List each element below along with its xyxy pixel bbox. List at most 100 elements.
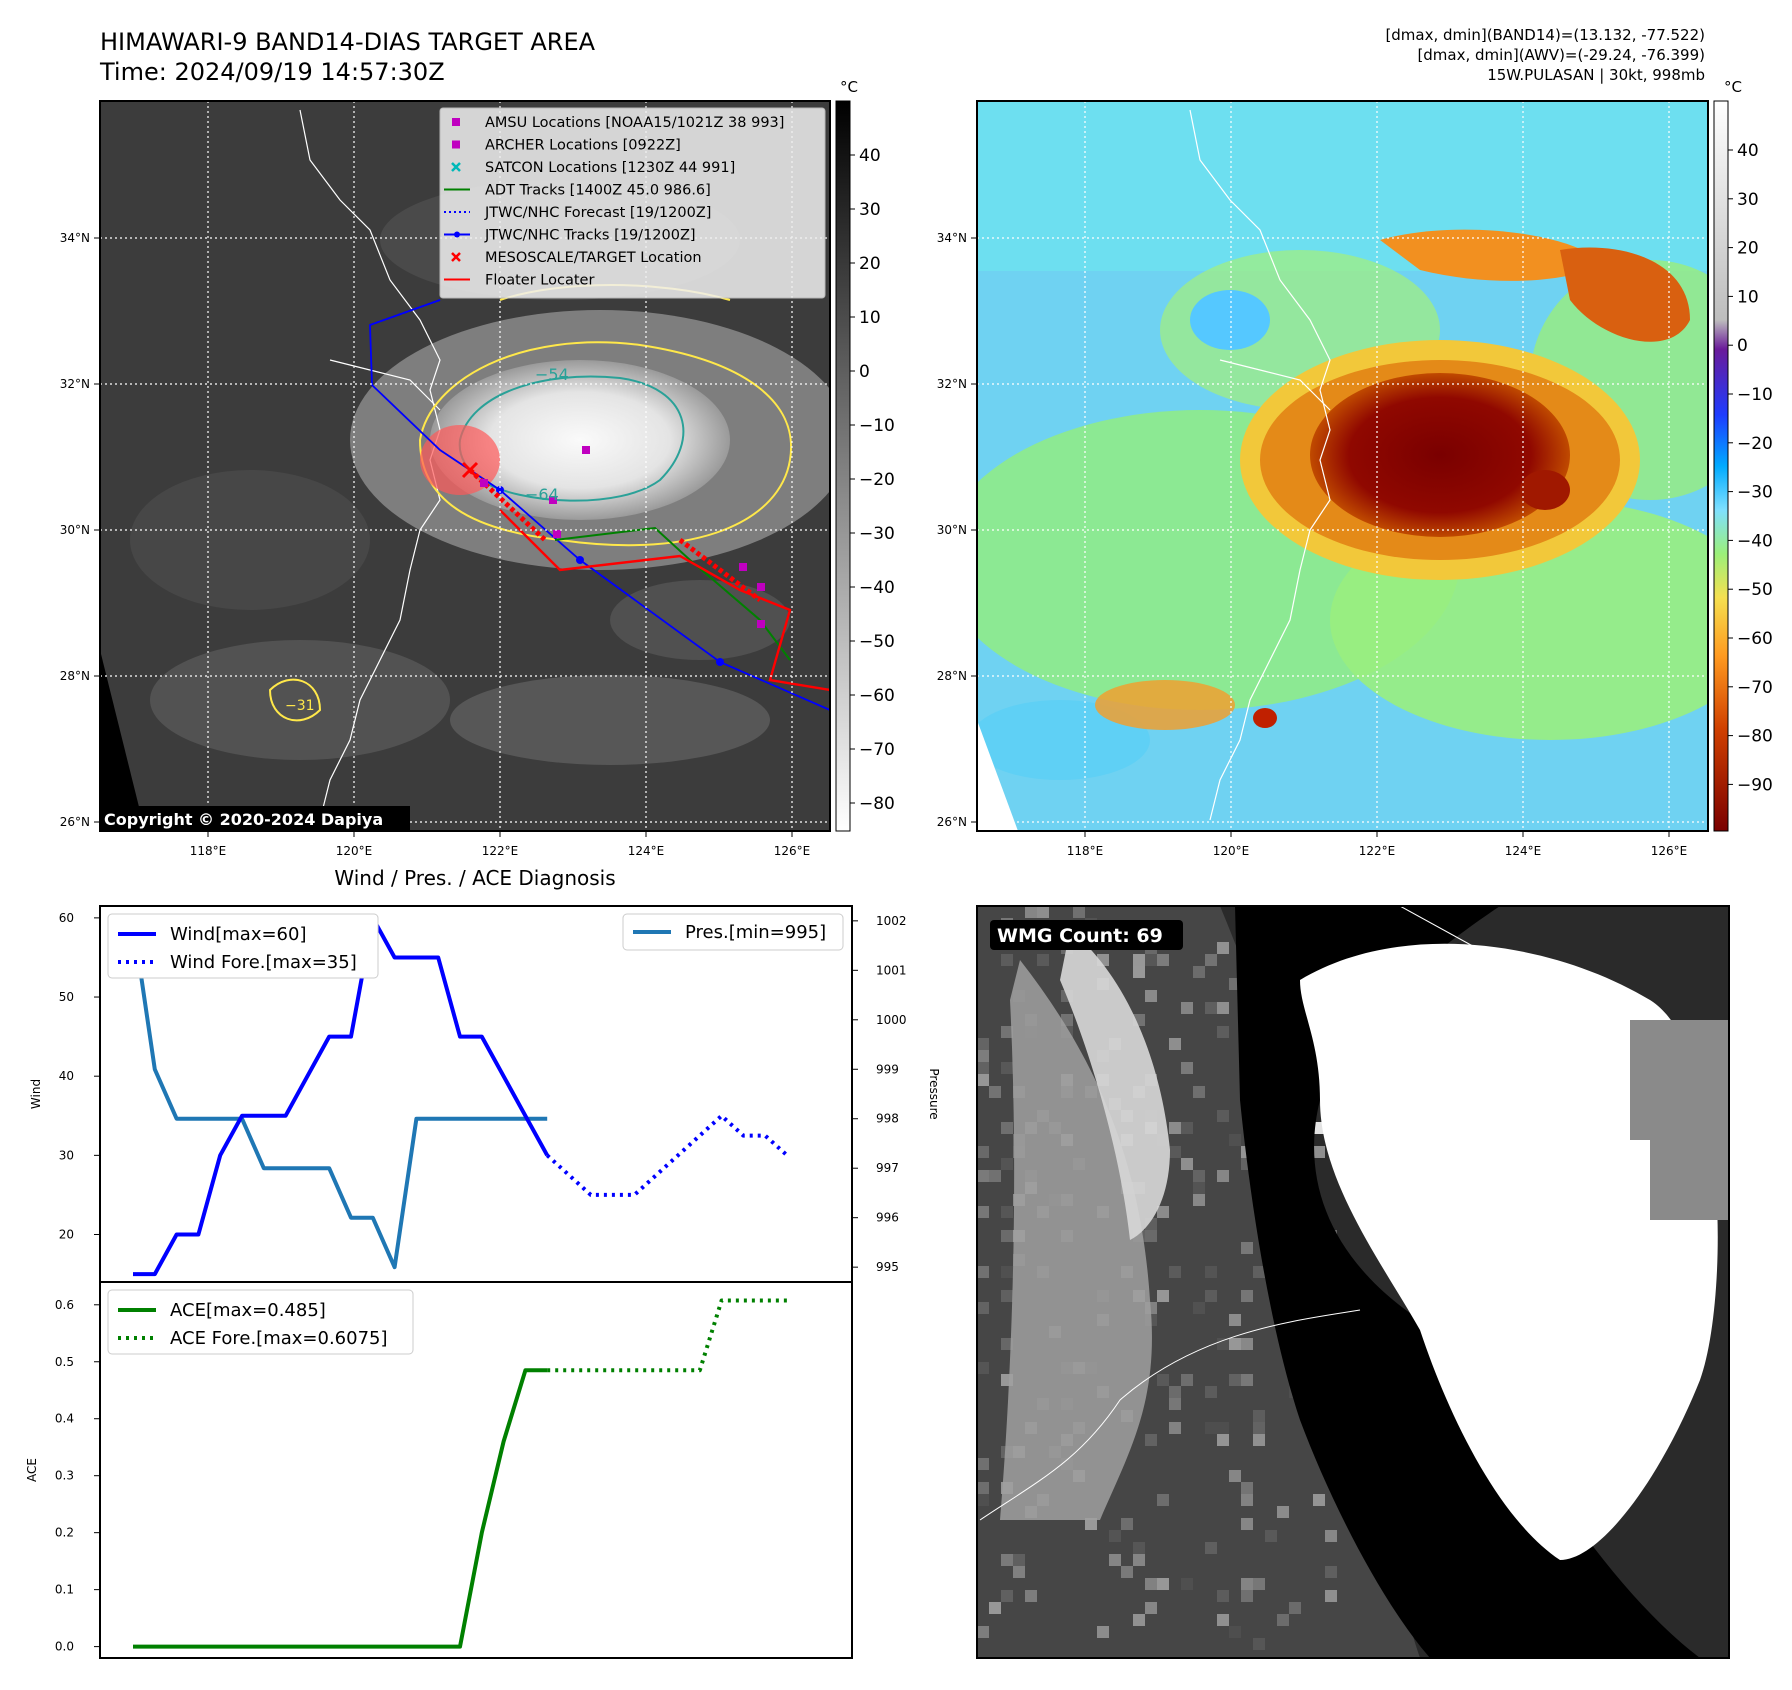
colorbar-tick-label: −60: [1737, 629, 1773, 649]
wind-axis-label: Wind: [29, 1079, 43, 1109]
ace-series: [133, 1368, 548, 1649]
colorbar-tick-label: −10: [859, 416, 895, 436]
lat-label: 26°N: [60, 815, 90, 829]
colorbar-tick-label: −20: [1737, 434, 1773, 454]
colorbar-tick-label: −70: [1737, 678, 1773, 698]
wind-tick-label: 30: [59, 1148, 74, 1162]
lon-label: 124°E: [628, 844, 665, 858]
pressure-tick-label: 1000: [876, 1013, 907, 1027]
legend-item: ADT Tracks [1400Z 45.0 986.6]: [444, 183, 711, 199]
legend-label: ARCHER Locations [0922Z]: [485, 138, 681, 154]
ace-tick-label: 0.6: [55, 1298, 74, 1312]
stats-awv: [dmax, dmin](AWV)=(-29.24, -76.399): [1417, 46, 1705, 64]
wmg-count-label: WMG Count: 69: [997, 925, 1163, 947]
ir-colorbar: °C 40 30 20 10 0 −10 −20 −30 −40 −50 −60 −70 −80: [835, 78, 895, 832]
wind-tick-label: 50: [59, 990, 74, 1004]
lat-label: 32°N: [937, 377, 967, 391]
colorbar-tick-label: 20: [859, 254, 881, 274]
lon-label: 120°E: [1213, 844, 1250, 858]
lat-label: 34°N: [937, 231, 967, 245]
colorbar-tick-label: −70: [859, 740, 895, 760]
pressure-tick-label: 1002: [876, 914, 907, 928]
colorbar-tick-label: −80: [1737, 727, 1773, 747]
legend-item: AMSU Locations [NOAA15/1021Z 38 993]: [452, 115, 784, 131]
colorbar-tick-label: 40: [859, 146, 881, 166]
wind-tick-label: 20: [59, 1228, 74, 1242]
legend-label-wind: Wind[max=60]: [170, 924, 307, 945]
lat-label: 28°N: [937, 669, 967, 683]
legend-item: MESOSCALE/TARGET Location: [451, 250, 702, 266]
colorbar-tick-label: 0: [859, 362, 870, 382]
legend-label: AMSU Locations [NOAA15/1021Z 38 993]: [485, 115, 784, 131]
pressure-tick-label: 996: [876, 1211, 899, 1225]
lon-label: 122°E: [482, 844, 519, 858]
pressure-tick-label: 995: [876, 1260, 899, 1274]
diagnosis-chart: Wind / Pres. / ACE Diagnosis Wind Pressu…: [25, 866, 941, 1659]
colorbar-tick-label: −90: [1737, 775, 1773, 795]
main-title: HIMAWARI-9 BAND14-DIAS TARGET AREA: [100, 28, 596, 56]
ace-tick-label: 0.4: [55, 1412, 74, 1426]
colorbar-tick-label: 40: [1737, 141, 1759, 161]
ace-tick-label: 0.5: [55, 1355, 74, 1369]
colorbar-unit: °C: [840, 78, 858, 96]
ace-tick-label: 0.0: [55, 1640, 74, 1654]
ace-legend: ACE[max=0.485] ACE Fore.[max=0.6075]: [107, 1289, 414, 1355]
contour-label: −54: [535, 365, 569, 384]
legend-item: SATCON Locations [1230Z 44 991]: [451, 160, 735, 176]
colorbar-tick-label: 10: [1737, 287, 1759, 307]
legend-label-wind-forecast: Wind Fore.[max=35]: [170, 952, 357, 973]
colorbar-tick-label: −50: [1737, 580, 1773, 600]
colorbar-tick-label: −50: [859, 632, 895, 652]
colorbar-tick-label: 0: [1737, 336, 1748, 356]
lon-label: 122°E: [1359, 844, 1396, 858]
legend-marker: [451, 252, 461, 262]
chart-title: Wind / Pres. / ACE Diagnosis: [334, 866, 615, 890]
colorbar-tick-label: 10: [859, 308, 881, 328]
lat-label: 28°N: [60, 669, 90, 683]
legend-label: JTWC/NHC Forecast [19/1200Z]: [484, 205, 711, 221]
legend-item: ARCHER Locations [0922Z]: [452, 138, 681, 154]
pressure-tick-label: 997: [876, 1161, 899, 1175]
colorbar-tick-label: −30: [859, 524, 895, 544]
legend-marker-dot: [454, 231, 460, 238]
lat-label: 26°N: [937, 815, 967, 829]
stats-storm: 15W.PULASAN | 30kt, 998mb: [1487, 66, 1705, 84]
legend-label-pressure: Pres.[min=995]: [685, 922, 826, 943]
legend-label-ace-forecast: ACE Fore.[max=0.6075]: [170, 1328, 388, 1349]
pressure-axis-label: Pressure: [927, 1068, 941, 1119]
pressure-legend: Pres.[min=995]: [622, 913, 844, 951]
enhanced-colorbar: °C 40 30 20 10 0 −10 −20 −30 −40 −50 −60 −70 −80 −90: [1713, 78, 1773, 832]
ace-tick-label: 0.2: [55, 1526, 74, 1540]
ace-tick-label: 0.1: [55, 1583, 74, 1597]
pressure-tick-label: 999: [876, 1062, 899, 1076]
legend-marker: [452, 140, 460, 149]
lon-label: 118°E: [1067, 844, 1104, 858]
lat-label: 32°N: [60, 377, 90, 391]
lon-label: 118°E: [190, 844, 227, 858]
contour-label: −64: [525, 485, 559, 504]
legend-item: JTWC/NHC Forecast [19/1200Z]: [444, 205, 711, 221]
wind-legend: Wind[max=60] Wind Fore.[max=35]: [107, 913, 379, 979]
colorbar-tick-label: 30: [1737, 190, 1759, 210]
colorbar-unit: °C: [1724, 78, 1742, 96]
wmg-pixel: [1313, 1146, 1325, 1158]
wind-series: [133, 915, 549, 1277]
ir-map-panel: −54 −64 −31 Copyright © 2020-2024 Dapiya…: [60, 100, 831, 858]
legend-label: ADT Tracks [1400Z 45.0 986.6]: [485, 183, 711, 199]
wind-tick-label: 40: [59, 1069, 74, 1083]
colorbar-tick-label: −40: [859, 578, 895, 598]
lon-label: 126°E: [774, 844, 811, 858]
enhanced-map-panel: 118°E 120°E 122°E 124°E 126°E 34°N 32°N 30°N 28°…: [937, 100, 1709, 858]
legend-label-ace: ACE[max=0.485]: [170, 1300, 326, 1321]
colorbar-tick-label: −30: [1737, 483, 1773, 503]
pressure-series: [131, 920, 548, 1270]
legend-item: Floater Locater: [444, 273, 594, 289]
colorbar-tick-label: −40: [1737, 531, 1773, 551]
pressure-tick-label: 998: [876, 1112, 899, 1126]
legend-item: JTWC/NHC Tracks [19/1200Z]: [444, 228, 696, 244]
copyright-label: Copyright © 2020-2024 Dapiya: [104, 810, 383, 829]
colorbar-tick-label: −60: [859, 686, 895, 706]
colorbar-tick-label: 30: [859, 200, 881, 220]
lat-label: 30°N: [60, 523, 90, 537]
ace-panel-frame: [99, 1281, 853, 1659]
